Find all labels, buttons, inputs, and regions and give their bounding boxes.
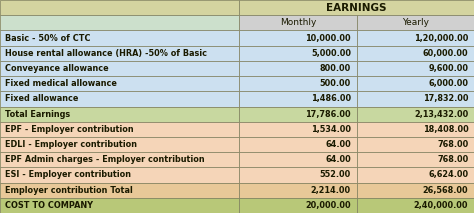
- Bar: [239, 0, 474, 15]
- Text: 500.00: 500.00: [320, 79, 351, 88]
- Bar: [356, 46, 474, 61]
- Bar: [356, 167, 474, 183]
- Text: 20,000.00: 20,000.00: [305, 201, 351, 210]
- Bar: [356, 183, 474, 198]
- Text: 26,568.00: 26,568.00: [423, 186, 468, 195]
- Text: Fixed allowance: Fixed allowance: [5, 94, 78, 103]
- Text: 2,40,000.00: 2,40,000.00: [414, 201, 468, 210]
- Bar: [239, 106, 356, 122]
- Text: EARNINGS: EARNINGS: [327, 3, 387, 13]
- Bar: [0, 61, 239, 76]
- Text: 6,000.00: 6,000.00: [428, 79, 468, 88]
- Text: 2,214.00: 2,214.00: [311, 186, 351, 195]
- Text: 5,000.00: 5,000.00: [311, 49, 351, 58]
- Bar: [0, 122, 239, 137]
- Text: 768.00: 768.00: [437, 155, 468, 164]
- Bar: [0, 106, 239, 122]
- Text: Fixed medical allowance: Fixed medical allowance: [5, 79, 117, 88]
- Text: Total Earnings: Total Earnings: [5, 110, 70, 119]
- Bar: [0, 46, 239, 61]
- Bar: [239, 183, 356, 198]
- Bar: [0, 167, 239, 183]
- Bar: [0, 30, 239, 46]
- Bar: [0, 15, 239, 30]
- Text: 64.00: 64.00: [325, 155, 351, 164]
- Text: EPF Admin charges - Employer contribution: EPF Admin charges - Employer contributio…: [5, 155, 204, 164]
- Bar: [0, 91, 239, 106]
- Bar: [0, 0, 239, 15]
- Bar: [239, 30, 356, 46]
- Bar: [0, 198, 239, 213]
- Bar: [239, 137, 356, 152]
- Bar: [239, 15, 356, 30]
- Text: House rental allowance (HRA) -50% of Basic: House rental allowance (HRA) -50% of Bas…: [5, 49, 207, 58]
- Text: 1,534.00: 1,534.00: [311, 125, 351, 134]
- Bar: [356, 106, 474, 122]
- Bar: [239, 152, 356, 167]
- Bar: [0, 137, 239, 152]
- Text: 17,832.00: 17,832.00: [423, 94, 468, 103]
- Text: 60,000.00: 60,000.00: [423, 49, 468, 58]
- Text: 64.00: 64.00: [325, 140, 351, 149]
- Text: EDLI - Employer contribution: EDLI - Employer contribution: [5, 140, 137, 149]
- Text: 10,000.00: 10,000.00: [305, 33, 351, 43]
- Bar: [0, 183, 239, 198]
- Text: 768.00: 768.00: [437, 140, 468, 149]
- Bar: [356, 76, 474, 91]
- Bar: [239, 46, 356, 61]
- Text: 1,20,000.00: 1,20,000.00: [414, 33, 468, 43]
- Bar: [239, 198, 356, 213]
- Text: 18,408.00: 18,408.00: [422, 125, 468, 134]
- Bar: [356, 152, 474, 167]
- Bar: [239, 167, 356, 183]
- Bar: [356, 198, 474, 213]
- Bar: [356, 122, 474, 137]
- Text: 6,624.00: 6,624.00: [428, 170, 468, 180]
- Text: 552.00: 552.00: [320, 170, 351, 180]
- Text: 17,786.00: 17,786.00: [305, 110, 351, 119]
- Bar: [239, 122, 356, 137]
- Text: Monthly: Monthly: [280, 18, 316, 27]
- Text: 9,600.00: 9,600.00: [428, 64, 468, 73]
- Text: 800.00: 800.00: [320, 64, 351, 73]
- Text: Conveyance allowance: Conveyance allowance: [5, 64, 109, 73]
- Text: COST TO COMPANY: COST TO COMPANY: [5, 201, 93, 210]
- Text: Employer contribution Total: Employer contribution Total: [5, 186, 133, 195]
- Bar: [239, 76, 356, 91]
- Bar: [239, 91, 356, 106]
- Bar: [356, 61, 474, 76]
- Text: Yearly: Yearly: [402, 18, 429, 27]
- Bar: [0, 76, 239, 91]
- Bar: [239, 61, 356, 76]
- Text: ESI - Employer contribution: ESI - Employer contribution: [5, 170, 131, 180]
- Text: 2,13,432.00: 2,13,432.00: [414, 110, 468, 119]
- Bar: [356, 30, 474, 46]
- Text: Basic - 50% of CTC: Basic - 50% of CTC: [5, 33, 90, 43]
- Bar: [356, 15, 474, 30]
- Bar: [0, 152, 239, 167]
- Text: EPF - Employer contribution: EPF - Employer contribution: [5, 125, 133, 134]
- Bar: [356, 137, 474, 152]
- Bar: [356, 91, 474, 106]
- Text: 1,486.00: 1,486.00: [311, 94, 351, 103]
